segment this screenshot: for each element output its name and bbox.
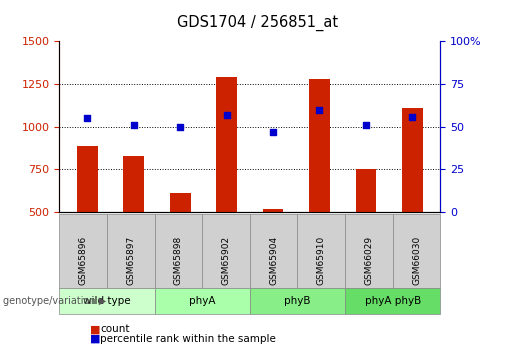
Text: GSM65898: GSM65898 xyxy=(174,235,183,285)
Text: ■: ■ xyxy=(90,334,100,344)
Point xyxy=(176,124,184,129)
Text: GSM66029: GSM66029 xyxy=(365,236,373,285)
Text: phyB: phyB xyxy=(284,296,311,306)
Point xyxy=(83,116,91,121)
Text: GSM65896: GSM65896 xyxy=(79,235,88,285)
Text: count: count xyxy=(100,325,130,334)
Point xyxy=(362,122,370,128)
Text: GDS1704 / 256851_at: GDS1704 / 256851_at xyxy=(177,14,338,30)
Text: wild type: wild type xyxy=(83,296,131,306)
Bar xyxy=(216,77,237,212)
Text: GSM65902: GSM65902 xyxy=(221,236,230,285)
Bar xyxy=(77,146,97,212)
Bar xyxy=(355,169,376,212)
Text: GSM65897: GSM65897 xyxy=(126,235,135,285)
Text: ■: ■ xyxy=(90,325,100,334)
Point xyxy=(269,129,277,135)
Text: phyA phyB: phyA phyB xyxy=(365,296,421,306)
Point xyxy=(408,114,417,119)
Point xyxy=(315,107,323,112)
Text: GSM66030: GSM66030 xyxy=(412,235,421,285)
Point xyxy=(222,112,231,118)
Bar xyxy=(169,194,191,212)
Text: genotype/variation ▶: genotype/variation ▶ xyxy=(3,296,106,306)
Text: percentile rank within the sample: percentile rank within the sample xyxy=(100,334,277,344)
Text: GSM65910: GSM65910 xyxy=(317,235,325,285)
Bar xyxy=(263,209,283,212)
Bar xyxy=(402,108,423,212)
Bar xyxy=(309,79,330,212)
Text: GSM65904: GSM65904 xyxy=(269,236,278,285)
Bar xyxy=(123,156,144,212)
Point xyxy=(129,122,138,128)
Text: phyA: phyA xyxy=(189,296,215,306)
